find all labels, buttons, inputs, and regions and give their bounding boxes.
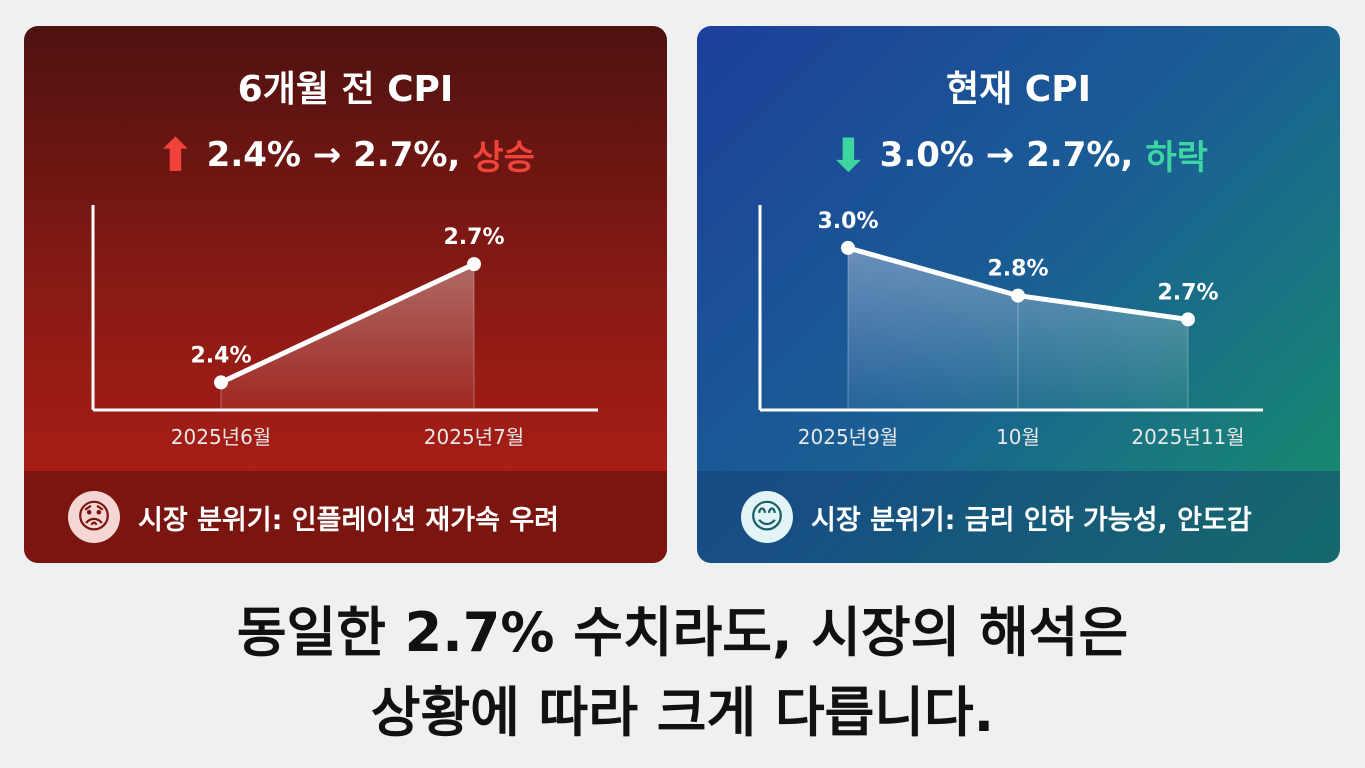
data-point bbox=[467, 257, 481, 272]
data-label: 3.0% bbox=[817, 209, 878, 234]
caption-line-2: 상황에 따라 크게 다릅니다. bbox=[370, 681, 995, 744]
direction-text: 하락 bbox=[1145, 138, 1208, 178]
x-tick-label: 2025년6월 bbox=[171, 425, 271, 449]
previous-cpi-panel: 6개월 전 CPI ⬆ 2.4% → 2.7%, 상승 2.4% 2025년6월 2… bbox=[24, 26, 667, 563]
x-tick-label: 2025년11월 bbox=[1131, 425, 1244, 449]
change-summary: ⬆ 2.4% → 2.7%, 상승 bbox=[24, 130, 667, 179]
x-tick-label: 2025년9월 bbox=[798, 425, 898, 449]
data-label: 2.8% bbox=[987, 257, 1048, 282]
series-line bbox=[219, 261, 476, 385]
data-label: 2.7% bbox=[443, 225, 504, 250]
market-mood-footer: 😟 시장 분위기: 인플레이션 재가속 우려 bbox=[24, 471, 667, 563]
data-point bbox=[214, 375, 228, 390]
market-mood-footer: 😊 시장 분위기: 금리 인하 가능성, 안도감 bbox=[697, 471, 1340, 563]
current-cpi-panel: 현재 CPI ⬇ 3.0% → 2.7%, 하락 3.0% 2025년9월 2.8%… bbox=[697, 26, 1340, 563]
change-text: 3.0% → 2.7%, bbox=[879, 134, 1134, 175]
data-point bbox=[1011, 288, 1025, 303]
change-text: 2.4% → 2.7%, bbox=[206, 134, 461, 175]
x-tick-label: 10월 bbox=[996, 425, 1040, 449]
panel-title: 6개월 전 CPI bbox=[237, 69, 454, 110]
change-summary: ⬇ 3.0% → 2.7%, 하락 bbox=[697, 130, 1340, 179]
data-point bbox=[1181, 312, 1195, 327]
market-mood-text: 시장 분위기: 금리 인하 가능성, 안도감 bbox=[811, 504, 1252, 536]
arrow-up-icon: ⬆ bbox=[156, 127, 195, 182]
direction-text: 상승 bbox=[472, 138, 535, 178]
data-label: 2.4% bbox=[190, 343, 251, 368]
data-label: 2.7% bbox=[1157, 280, 1218, 305]
caption-line-1: 동일한 2.7% 수치라도, 시장의 해석은 bbox=[236, 601, 1129, 664]
x-tick-label: 2025년7월 bbox=[424, 425, 524, 449]
arrow-down-icon: ⬇ bbox=[829, 127, 868, 182]
area-fill bbox=[848, 247, 1188, 410]
cpi-chart-current: 3.0% 2025년9월 2.8% 10월 2.7% 2025년11월 bbox=[758, 205, 1263, 449]
data-point bbox=[841, 240, 855, 255]
smiling-face-icon: 😊 bbox=[741, 491, 793, 543]
anxious-face-icon: 😟 bbox=[68, 491, 120, 543]
market-mood-text: 시장 분위기: 인플레이션 재가속 우려 bbox=[138, 504, 559, 536]
panel-title: 현재 CPI bbox=[946, 69, 1091, 110]
cpi-chart-previous: 2.4% 2025년6월 2.7% 2025년7월 bbox=[91, 205, 598, 449]
area-fill bbox=[221, 264, 474, 410]
